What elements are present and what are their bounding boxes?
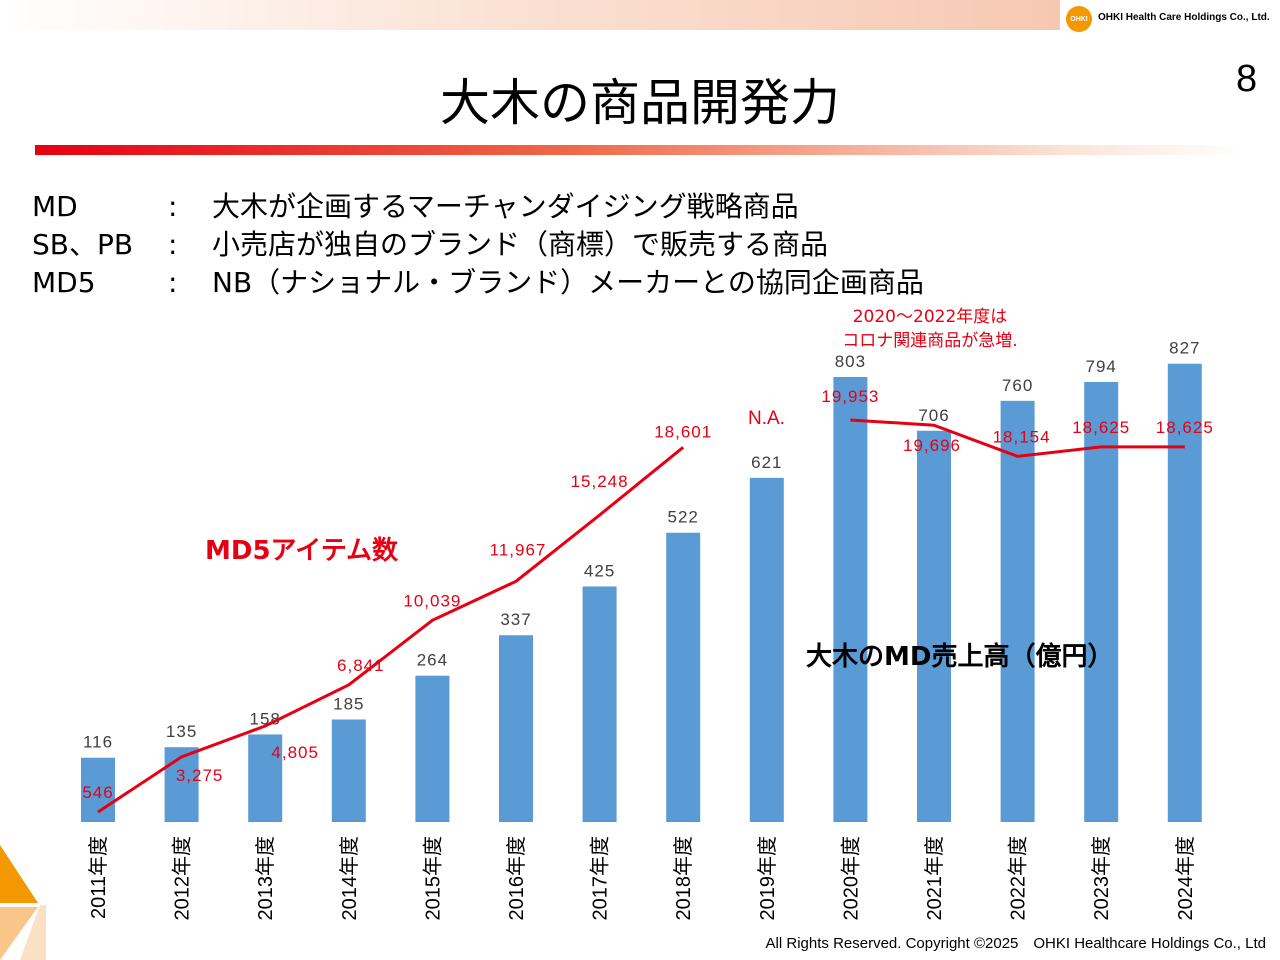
- md-sales-bar: [666, 532, 701, 822]
- md5-series-label: MD5アイテム数: [205, 536, 398, 566]
- category-axis-label: 2024年度: [1174, 836, 1197, 921]
- md5-items-value-label: 19,696: [903, 436, 961, 455]
- md5-items-value-label: 546: [82, 783, 113, 802]
- md-sales-value-label: 760: [1002, 376, 1033, 395]
- md-sales-value-label: 116: [83, 733, 113, 752]
- definition-colon: :: [168, 190, 178, 223]
- md-sales-value-label: 621: [751, 453, 782, 472]
- category-axis-label: 2011年度: [87, 836, 110, 919]
- corona-note-line-1: 2020～2022年度は: [852, 307, 1008, 327]
- md-sales-bar: [331, 719, 366, 822]
- category-axis-label: 2021年度: [923, 836, 946, 921]
- md-sales-value-label: 135: [166, 722, 197, 741]
- md-sales-bar: [164, 747, 199, 822]
- page-number: 8: [1236, 58, 1258, 100]
- category-axis-label: 2016年度: [505, 836, 528, 921]
- md-sales-bar: [248, 734, 283, 822]
- na-label: N.A.: [748, 408, 785, 429]
- md5-items-value-label: 11,967: [490, 540, 547, 559]
- md-sales-bar: [1000, 400, 1035, 822]
- definition-description: 大木が企画するマーチャンダイジング戦略商品: [212, 190, 799, 223]
- md5-items-value-label: 6,841: [337, 656, 385, 675]
- company-logo-icon: OHKI: [1066, 6, 1092, 32]
- md-sales-value-label: 794: [1086, 357, 1117, 376]
- copyright-footer: All Rights Reserved. Copyright ©2025 OHK…: [765, 935, 1266, 952]
- category-axis-label: 2015年度: [421, 836, 444, 921]
- category-axis-label: 2022年度: [1007, 836, 1030, 921]
- md-sales-bar: [749, 477, 784, 822]
- md-sales-value-label: 185: [333, 694, 364, 713]
- category-axis-label: 2014年度: [338, 836, 361, 921]
- md5-items-value-label: 19,953: [821, 387, 879, 406]
- md-sales-value-label: 803: [835, 352, 866, 371]
- md5-items-value-label: 18,154: [993, 427, 1051, 446]
- md5-items-value-label: 18,625: [1156, 418, 1214, 437]
- title-underline: [35, 145, 1245, 155]
- md-sales-value-label: 827: [1169, 339, 1200, 358]
- md-sales-bar: [1084, 381, 1119, 822]
- md5-items-value-label: 18,625: [1072, 418, 1130, 437]
- category-axis-label: 2017年度: [589, 836, 612, 921]
- md-sales-value-label: 706: [918, 406, 949, 425]
- category-axis-label: 2019年度: [756, 836, 779, 921]
- slide-title: 大木の商品開発力: [440, 74, 840, 132]
- md-sales-value-label: 337: [500, 610, 531, 629]
- definition-colon: :: [168, 228, 178, 261]
- corona-note: 2020～2022年度は コロナ関連商品が急増.: [800, 305, 1060, 353]
- definition-colon: :: [168, 266, 178, 299]
- md5-items-value-label: 4,805: [271, 743, 319, 762]
- md-sales-bar: [833, 377, 868, 822]
- md5-items-line: [850, 418, 1185, 458]
- definition-term: MD5: [32, 266, 96, 299]
- category-axis-label: 2023年度: [1090, 836, 1113, 921]
- corona-note-line-2: コロナ関連商品が急増.: [842, 331, 1018, 351]
- md-sales-bar: [1167, 363, 1202, 822]
- md5-items-value-label: 15,248: [571, 472, 629, 491]
- definition-description: 小売店が独自のブランド（商標）で販売する商品: [212, 228, 829, 261]
- definition-term: MD: [32, 190, 78, 223]
- md-sales-bar: [582, 586, 617, 822]
- category-axis-label: 2013年度: [254, 836, 277, 921]
- md-sales-value-label: 425: [584, 561, 615, 580]
- md-sales-value-label: 264: [417, 651, 448, 670]
- md5-items-value-label: 3,275: [176, 766, 224, 785]
- definition-term: SB、PB: [32, 228, 134, 261]
- corner-decoration-icon: [0, 845, 46, 960]
- definition-description: NB（ナショナル・ブランド）メーカーとの協同企画商品: [212, 266, 924, 299]
- md-sales-bar: [499, 635, 533, 822]
- header-gradient-band: [0, 0, 1060, 30]
- category-axis-label: 2020年度: [839, 836, 862, 921]
- md5-items-value-label: 10,039: [403, 591, 461, 610]
- company-logo: [1062, 0, 1280, 36]
- md-sales-bar: [917, 430, 951, 822]
- md5-items-line: [97, 446, 685, 814]
- md-sales-bar: [415, 675, 450, 822]
- category-axis-label: 2012年度: [171, 836, 194, 921]
- md5-items-value-label: 18,601: [654, 422, 712, 441]
- company-logo-text: OHKI Health Care Holdings Co., Ltd.: [1098, 12, 1270, 23]
- md-sales-value-label: 522: [668, 508, 699, 527]
- category-axis-label: 2018年度: [672, 836, 695, 921]
- sales-series-label: 大木のMD売上高（億円）: [806, 642, 1114, 672]
